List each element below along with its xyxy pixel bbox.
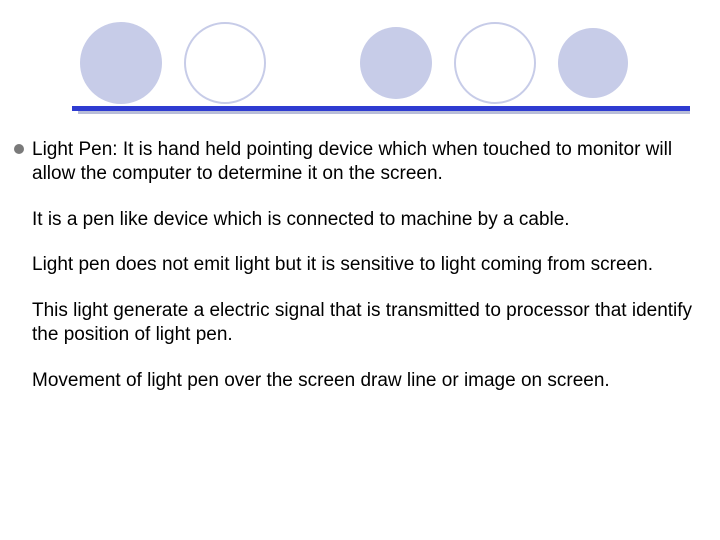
paragraph-2: It is a pen like device which is connect… [32, 208, 708, 232]
paragraph-3: Light pen does not emit light but it is … [32, 253, 708, 277]
header-circle-3 [360, 27, 432, 99]
header-circle-2 [184, 22, 266, 104]
slide-body: Light Pen: It is hand held pointing devi… [14, 138, 708, 414]
header-circles-row [80, 22, 680, 104]
body-text: Light Pen: It is hand held pointing devi… [32, 138, 708, 414]
bullet-item: Light Pen: It is hand held pointing devi… [14, 138, 708, 414]
paragraph-1: Light Pen: It is hand held pointing devi… [32, 138, 708, 186]
paragraph-4: This light generate a electric signal th… [32, 299, 708, 347]
bullet-icon [14, 144, 24, 154]
header-divider [72, 106, 690, 111]
header-circle-5 [558, 28, 628, 98]
paragraph-5: Movement of light pen over the screen dr… [32, 369, 708, 393]
header-circle-1 [80, 22, 162, 104]
header-circle-4 [454, 22, 536, 104]
divider-main [72, 106, 690, 111]
